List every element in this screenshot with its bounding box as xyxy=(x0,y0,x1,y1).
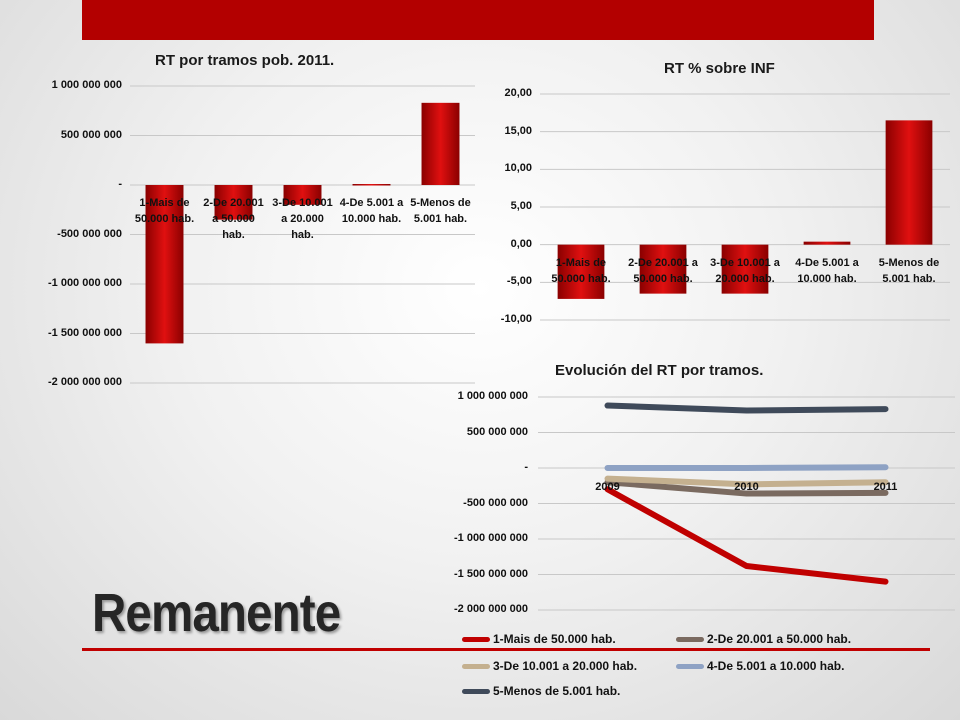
y-tick-label: -10,00 xyxy=(500,313,532,325)
y-tick-label: 10,00 xyxy=(504,162,532,175)
x-tick-label: 2009 xyxy=(595,481,620,493)
category-label: 2-De 20.001 a 50.000 hab. xyxy=(628,256,698,285)
category-label: 5-Menos de 5.001 hab. xyxy=(878,256,940,285)
chart3-title: Evolución del RT por tramos. xyxy=(555,362,764,379)
category-label: 4-De 5.001 a 10.000 hab. xyxy=(795,256,859,285)
bar xyxy=(214,185,253,220)
legend-swatch xyxy=(462,637,490,642)
y-tick-label: -1 000 000 000 xyxy=(47,277,122,289)
legend-label: 4-De 5.001 a 10.000 hab. xyxy=(707,659,845,673)
category-label: 3-De 10.001 a 20.000 hab. xyxy=(710,256,780,285)
y-tick-label: -1 500 000 000 xyxy=(47,326,122,339)
y-tick-label: 15,00 xyxy=(504,124,532,137)
y-tick-label: -2 000 000 000 xyxy=(47,376,122,388)
chart2-title: RT % sobre INF xyxy=(664,60,775,77)
series-line xyxy=(604,486,889,585)
chart1-title: RT por tramos pob. 2011. xyxy=(155,52,335,69)
bar xyxy=(885,120,933,245)
y-tick-label: - xyxy=(524,461,528,473)
legend-swatch xyxy=(462,689,490,694)
y-tick-label: 20,00 xyxy=(504,87,532,99)
category-label: 1-Mais de 50.000 hab. xyxy=(551,256,611,285)
y-tick-label: 1 000 000 000 xyxy=(457,390,528,402)
y-tick-label: -1 500 000 000 xyxy=(453,567,528,580)
series-line xyxy=(604,464,889,471)
page-heading: Remanente xyxy=(92,583,341,643)
bar xyxy=(639,244,687,294)
y-tick-label: 500 000 000 xyxy=(60,128,122,141)
legend-swatch xyxy=(462,664,490,669)
legend-swatch xyxy=(676,664,704,669)
category-label: 2-De 20.001 a 50.000 hab. xyxy=(203,197,264,241)
y-tick-label: -500 000 000 xyxy=(463,496,528,509)
bar xyxy=(803,241,851,245)
bar xyxy=(283,185,322,205)
bar xyxy=(145,185,184,344)
category-label: 1-Mais de 50.000 hab. xyxy=(134,197,195,225)
bar xyxy=(352,184,391,186)
x-tick-label: 2011 xyxy=(873,481,898,493)
y-tick-label: - xyxy=(118,178,122,190)
bar xyxy=(721,244,769,294)
y-tick-label: -2 000 000 000 xyxy=(453,603,528,615)
heading-underline xyxy=(82,648,930,651)
x-tick-label: 2010 xyxy=(734,481,759,493)
series-line xyxy=(604,479,889,497)
y-tick-label: 0,00 xyxy=(510,237,532,250)
y-tick-label: -5,00 xyxy=(506,275,532,288)
y-tick-label: 1 000 000 000 xyxy=(51,79,122,91)
legend-label: 5-Menos de 5.001 hab. xyxy=(493,684,621,698)
y-tick-label: 5,00 xyxy=(510,200,532,212)
category-label: 4-De 5.001 a 10.000 hab. xyxy=(339,197,404,225)
y-tick-label: -500 000 000 xyxy=(57,227,122,240)
bar xyxy=(557,244,605,299)
category-label: 3-De 10.001 a 20.000 hab. xyxy=(272,197,333,241)
y-tick-label: 500 000 000 xyxy=(466,425,528,438)
legend-label: 1-Mais de 50.000 hab. xyxy=(493,632,616,646)
legend-label: 2-De 20.001 a 50.000 hab. xyxy=(707,632,852,646)
bar xyxy=(421,102,460,185)
series-line xyxy=(604,475,889,488)
top-banner xyxy=(82,0,874,40)
legend-swatch xyxy=(676,637,704,642)
category-label: 5-Menos de 5.001 hab. xyxy=(410,197,471,225)
legend-label: 3-De 10.001 a 20.000 hab. xyxy=(493,659,638,673)
y-tick-label: -1 000 000 000 xyxy=(453,532,528,544)
series-line xyxy=(604,402,889,414)
